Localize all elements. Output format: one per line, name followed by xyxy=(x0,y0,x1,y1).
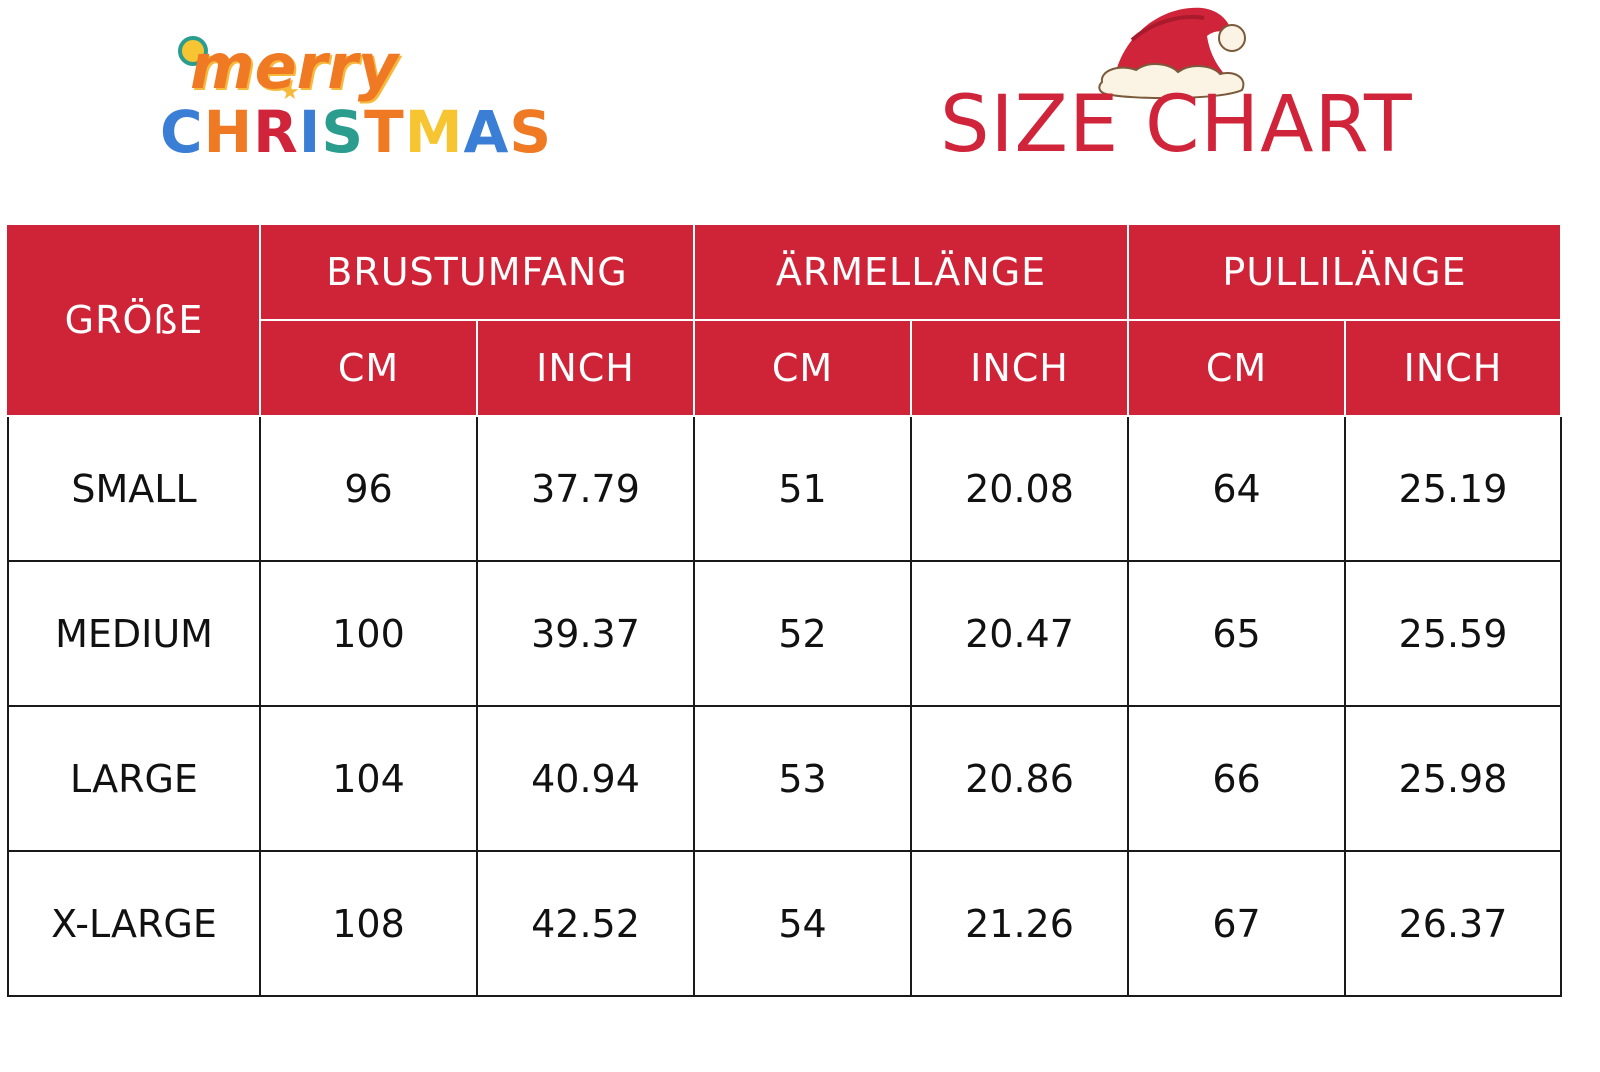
logo-letter: M xyxy=(404,98,463,166)
unit-header: INCH xyxy=(909,319,1130,417)
unit-header: INCH xyxy=(1344,319,1563,417)
value-cell: 100 xyxy=(259,560,478,707)
value-cell: 67 xyxy=(1127,850,1347,997)
value-cell: 66 xyxy=(1127,705,1347,852)
logo-merry-text: merry xyxy=(190,30,399,103)
logo-letter: S xyxy=(321,98,364,166)
logo-letter: H xyxy=(203,98,253,166)
unit-header: CM xyxy=(693,319,912,417)
star-icon: ★ xyxy=(280,80,300,105)
value-cell: 96 xyxy=(259,415,478,562)
value-cell: 42.52 xyxy=(476,850,695,997)
logo-letter: I xyxy=(298,98,321,166)
value-cell: 21.26 xyxy=(909,850,1130,997)
table-row: LARGE 104 40.94 53 20.86 66 25.98 xyxy=(7,705,1563,852)
size-cell: X-LARGE xyxy=(7,850,261,997)
size-column-header: GRÖßE xyxy=(7,223,261,417)
value-cell: 52 xyxy=(693,560,912,707)
size-cell: LARGE xyxy=(7,705,261,852)
value-cell: 51 xyxy=(693,415,912,562)
value-cell: 37.79 xyxy=(476,415,695,562)
value-cell: 65 xyxy=(1127,560,1347,707)
value-cell: 40.94 xyxy=(476,705,695,852)
table-row: MEDIUM 100 39.37 52 20.47 65 25.59 xyxy=(7,560,1563,707)
logo-letter: T xyxy=(364,98,404,166)
value-cell: 20.86 xyxy=(909,705,1130,852)
unit-header: INCH xyxy=(476,319,695,417)
logo-letter: A xyxy=(463,98,509,166)
page-title: SIZE CHART xyxy=(940,80,1413,170)
value-cell: 25.19 xyxy=(1344,415,1563,562)
value-cell: 20.47 xyxy=(909,560,1130,707)
value-cell: 64 xyxy=(1127,415,1347,562)
value-cell: 108 xyxy=(259,850,478,997)
table-group-header-row: GRÖßE BRUSTUMFANG ÄRMELLÄNGE PULLILÄNGE xyxy=(7,223,1563,417)
value-cell: 39.37 xyxy=(476,560,695,707)
ornament-icon xyxy=(178,36,208,66)
size-cell: SMALL xyxy=(7,415,261,562)
table-row: SMALL 96 37.79 51 20.08 64 25.19 xyxy=(7,415,1563,562)
value-cell: 53 xyxy=(693,705,912,852)
value-cell: 25.59 xyxy=(1344,560,1563,707)
logo-letter: R xyxy=(253,98,298,166)
logo-letter: S xyxy=(509,98,552,166)
group-header-aermellaenge: ÄRMELLÄNGE xyxy=(692,223,1130,321)
group-header-pullilaenge: PULLILÄNGE xyxy=(1127,223,1563,321)
table-unit-header-row: CM INCH CM INCH CM INCH xyxy=(8,319,1563,417)
value-cell: 25.98 xyxy=(1344,705,1563,852)
unit-header: CM xyxy=(1127,319,1347,417)
size-cell: MEDIUM xyxy=(7,560,261,707)
group-header-brustumfang: BRUSTUMFANG xyxy=(259,223,695,321)
value-cell: 54 xyxy=(693,850,912,997)
table-row: X-LARGE 108 42.52 54 21.26 67 26.37 xyxy=(7,850,1563,997)
santa-hat-icon xyxy=(1098,7,1246,100)
unit-header: CM xyxy=(259,319,478,417)
value-cell: 104 xyxy=(259,705,478,852)
value-cell: 20.08 xyxy=(909,415,1130,562)
size-chart-table: GRÖßE BRUSTUMFANG ÄRMELLÄNGE PULLILÄNGE … xyxy=(7,223,1563,997)
value-cell: 26.37 xyxy=(1344,850,1563,997)
logo-letter: C xyxy=(160,98,203,166)
